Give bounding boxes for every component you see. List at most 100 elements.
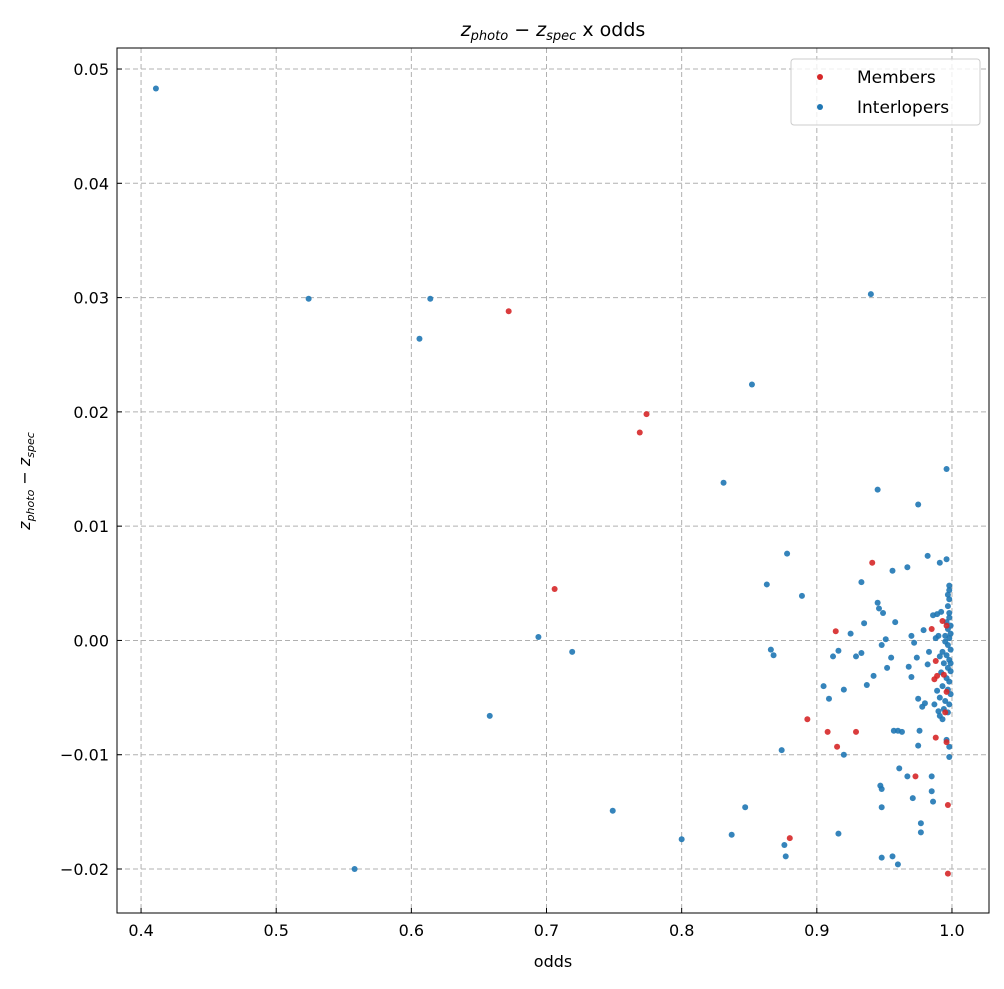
interloper-point [905, 663, 912, 670]
member-point [928, 626, 935, 633]
data-points [152, 85, 954, 877]
interloper-point [908, 674, 915, 681]
interloper-point [778, 747, 785, 754]
x-tick-label: 0.6 [399, 921, 424, 940]
interloper-point [904, 773, 911, 780]
interloper-point [427, 295, 434, 302]
interloper-point [936, 694, 943, 701]
interloper-point [830, 653, 837, 660]
member-point [505, 308, 512, 315]
member-point [869, 559, 876, 566]
x-tick-label: 1.0 [939, 921, 964, 940]
interloper-point [916, 727, 923, 734]
member-point [932, 658, 939, 665]
member-point [824, 728, 831, 735]
interloper-point [939, 683, 946, 690]
legend-label-interlopers: Interlopers [857, 98, 949, 118]
interloper-point [720, 479, 727, 486]
y-axis-label: zphoto − zspec [15, 432, 37, 531]
interloper-point [728, 831, 735, 838]
member-point [912, 773, 919, 780]
interloper-point [867, 291, 874, 298]
interloper-point [535, 634, 542, 641]
interloper-point [847, 630, 854, 637]
interloper-point [609, 807, 616, 814]
interloper-point [925, 648, 932, 655]
interloper-point [904, 564, 911, 571]
interloper-point [920, 627, 927, 634]
axis-ticks: 0.4 0.5 0.6 0.7 0.8 0.9 1.0 −0.02 −0.01 0.00 0.01 0… [60, 60, 965, 940]
interloper-point [894, 861, 901, 868]
interloper-point [678, 836, 685, 843]
interloper-point [416, 335, 423, 342]
interloper-point [915, 501, 922, 508]
interloper-point [863, 682, 870, 689]
interloper-point [947, 660, 954, 667]
interloper-point [880, 610, 887, 617]
interloper-point [938, 608, 945, 615]
interloper-point [351, 866, 358, 873]
interloper-point [820, 683, 827, 690]
interloper-point [911, 639, 918, 646]
interloper-point [798, 592, 805, 599]
interloper-point [921, 700, 928, 707]
member-point [940, 671, 947, 678]
interloper-point [767, 646, 774, 653]
interloper-point [946, 614, 953, 621]
legend-marker-members [817, 74, 823, 80]
interloper-point [946, 596, 953, 603]
interloper-point [936, 653, 943, 660]
member-point [786, 835, 793, 842]
member-point [934, 672, 941, 679]
interloper-point [763, 581, 770, 588]
interloper-point [742, 804, 749, 811]
member-point [636, 429, 643, 436]
interloper-point [825, 695, 832, 702]
interloper-point [305, 295, 312, 302]
y-tick-label: 0.05 [73, 60, 109, 79]
interloper-point [909, 795, 916, 802]
interloper-point [874, 599, 881, 606]
member-point [943, 622, 950, 629]
x-tick-label: 0.4 [128, 921, 153, 940]
interloper-point [878, 854, 885, 861]
interloper-point [878, 642, 885, 649]
interloper-point [898, 728, 905, 735]
interloper-point [939, 648, 946, 655]
interloper-point [835, 830, 842, 837]
member-point [942, 709, 949, 716]
interloper-point [917, 820, 924, 827]
y-tick-label: 0.01 [73, 517, 109, 536]
interloper-point [853, 653, 860, 660]
x-tick-label: 0.7 [534, 921, 559, 940]
grid-lines [117, 48, 989, 913]
interloper-point [928, 773, 935, 780]
interloper-point [924, 661, 931, 668]
interloper-point [878, 786, 885, 793]
interloper-point [946, 678, 953, 685]
interloper-point [770, 652, 777, 659]
interloper-point [915, 742, 922, 749]
interloper-point [781, 842, 788, 849]
interloper-point [939, 716, 946, 723]
legend-frame [790, 58, 981, 126]
interloper-point [858, 650, 865, 657]
interloper-point [935, 708, 942, 715]
interloper-point [152, 85, 159, 92]
x-tick-label: 0.8 [669, 921, 694, 940]
interloper-point [870, 672, 877, 679]
interloper-point [917, 829, 924, 836]
interloper-point [486, 712, 493, 719]
interloper-point [782, 853, 789, 860]
legend-marker-interlopers [817, 104, 823, 110]
interloper-point [924, 552, 931, 559]
interloper-point [858, 579, 865, 586]
interloper-point [947, 646, 954, 653]
interloper-point [932, 635, 939, 642]
interloper-point [940, 660, 947, 667]
x-tick-label: 0.5 [263, 921, 288, 940]
interloper-point [896, 765, 903, 772]
interloper-point [944, 603, 951, 610]
interloper-point [861, 620, 868, 627]
